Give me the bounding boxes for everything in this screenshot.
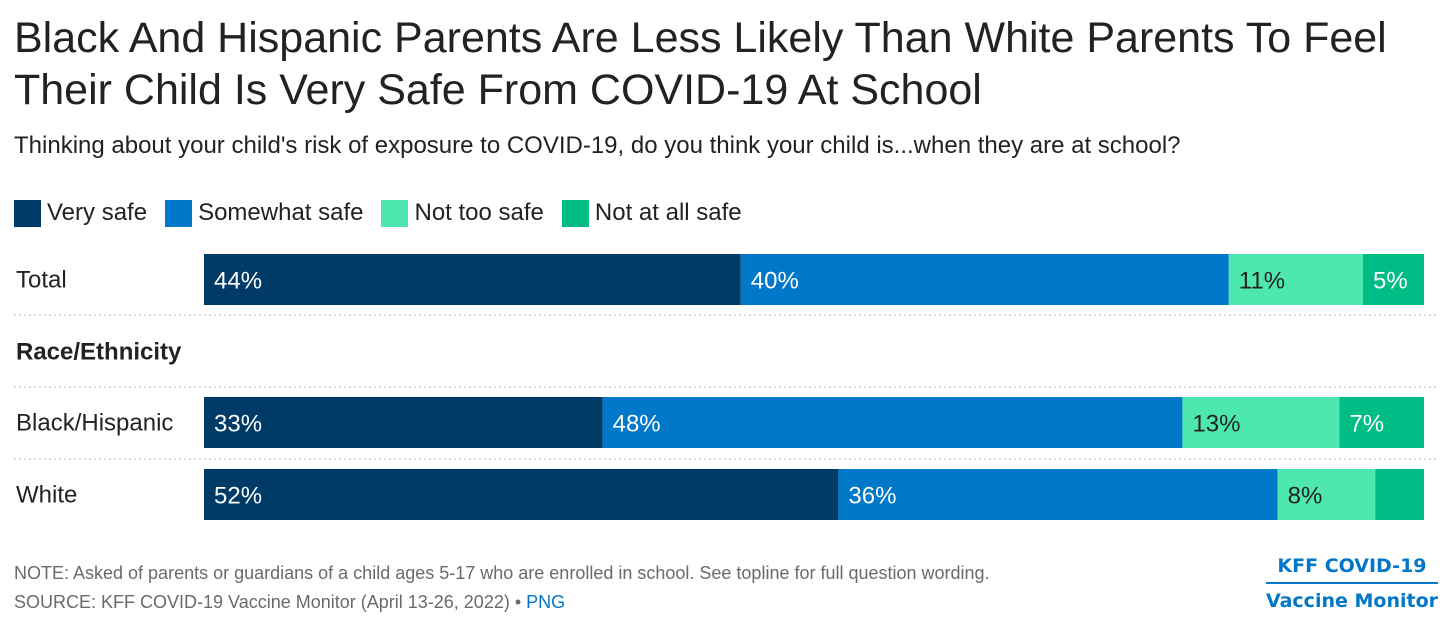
legend-label-somewhat-safe: Somewhat safe: [198, 199, 364, 226]
data-label-white-very-safe: 52%: [214, 483, 262, 510]
data-label-total-not-too-safe: 11%: [1239, 268, 1285, 295]
chart-source: SOURCE: KFF COVID-19 Vaccine Monitor (Ap…: [14, 589, 565, 615]
legend-label-very-safe: Very safe: [47, 199, 148, 226]
legend-swatch-very-safe: [14, 199, 41, 227]
chart-subtitle: Thinking about your child's risk of expo…: [14, 132, 1181, 159]
bar-segment-total-very-safe: [204, 254, 741, 305]
data-label-black-hispanic-very-safe: 33%: [214, 411, 262, 438]
bar-segment-black-hispanic-somewhat-safe: [602, 397, 1183, 448]
bar-segment-total-not-at-all-safe: [1363, 254, 1424, 305]
data-label-white-somewhat-safe: 36%: [848, 483, 896, 510]
legend-label-not-at-all-safe: Not at all safe: [594, 199, 742, 226]
bar-segment-white-somewhat-safe: [838, 469, 1278, 520]
chart-note: NOTE: Asked of parents or guardians of a…: [14, 563, 990, 583]
legend-swatch-not-too-safe: [381, 199, 409, 227]
logo-line-2: Vaccine Monitor: [1265, 590, 1438, 612]
bar-segment-white-very-safe: [204, 469, 839, 520]
bar-segment-black-hispanic-very-safe: [204, 397, 603, 448]
row-label-total: Total: [16, 267, 67, 294]
bar-segment-black-hispanic-not-too-safe: [1182, 397, 1340, 448]
legend-item-very-safe: Very safe: [14, 199, 147, 227]
bar-segment-total-somewhat-safe: [740, 254, 1229, 305]
row-label-black-hispanic: Black/Hispanic: [16, 410, 173, 437]
legend-item-not-at-all-safe: Not at all safe: [561, 199, 742, 227]
source-text: SOURCE: KFF COVID-19 Vaccine Monitor (Ap…: [14, 592, 527, 612]
data-label-white-not-too-safe: 8%: [1288, 483, 1323, 510]
legend-label-not-too-safe: Not too safe: [414, 199, 544, 226]
bar-segment-total-not-too-safe: [1228, 254, 1363, 305]
data-label-total-very-safe: 44%: [214, 268, 262, 295]
legend: Very safe Somewhat safe Not too safe Not…: [14, 197, 760, 229]
chart-title: Black And Hispanic Parents Are Less Like…: [14, 14, 1387, 114]
logo-line-1: KFF COVID-19: [1265, 553, 1438, 584]
bar-segment-black-hispanic-not-at-all-safe: [1339, 397, 1424, 448]
stacked-bar-chart: Total 44% 40% 11% 5% Race/Ethnicity Black/Hisp…: [14, 254, 1436, 520]
png-download-link[interactable]: PNG: [526, 592, 566, 612]
legend-item-not-too-safe: Not too safe: [381, 199, 544, 227]
row-label-white: White: [16, 482, 77, 509]
data-label-black-hispanic-not-at-all-safe: 7%: [1349, 411, 1384, 438]
data-label-black-hispanic-somewhat-safe: 48%: [613, 411, 661, 438]
bar-segment-white-not-at-all-safe: [1375, 469, 1424, 520]
data-label-black-hispanic-not-too-safe: 13%: [1192, 411, 1240, 438]
group-header-race-ethnicity: Race/Ethnicity: [16, 339, 182, 366]
kff-logo: KFF COVID-19 Vaccine Monitor: [1265, 553, 1438, 615]
data-label-total-somewhat-safe: 40%: [751, 268, 799, 295]
bar-segment-white-not-too-safe: [1277, 469, 1376, 520]
legend-swatch-somewhat-safe: [165, 199, 193, 227]
data-label-total-not-at-all-safe: 5%: [1373, 268, 1408, 295]
legend-swatch-not-at-all-safe: [561, 199, 589, 227]
legend-item-somewhat-safe: Somewhat safe: [165, 199, 363, 227]
